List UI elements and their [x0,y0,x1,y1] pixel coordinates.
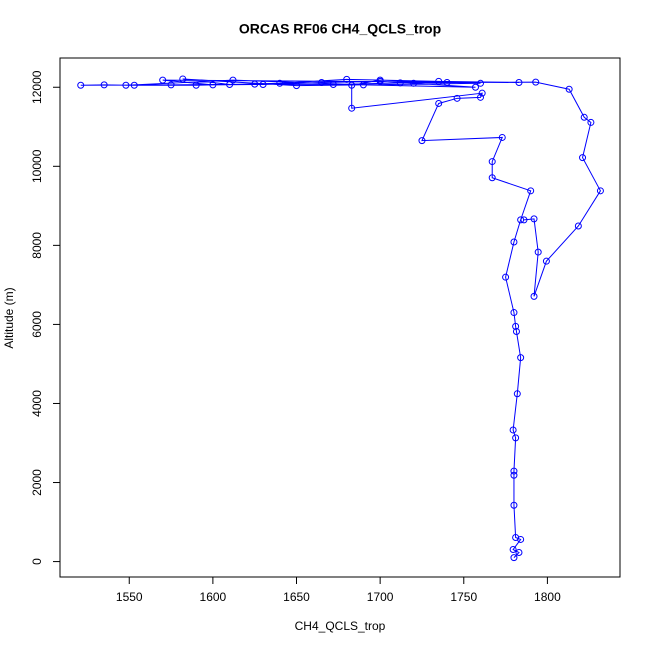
data-point [167,81,175,89]
data-point [510,554,518,562]
data-point [530,215,538,223]
series-line [80,78,602,558]
x-axis-label: CH4_QCLS_trop [295,619,386,633]
data-point [343,75,351,83]
y-tick-label: 10000 [30,149,44,183]
y-tick-label: 2000 [30,469,44,496]
data-point [512,322,520,330]
data-point [359,81,367,89]
data-point [513,390,521,398]
data-point [510,309,518,317]
data-point [512,434,520,442]
data-point [130,81,138,89]
data-point [520,216,528,224]
data-point [443,79,451,87]
data-point [159,76,167,84]
data-point [453,94,461,102]
y-tick-label: 4000 [30,390,44,417]
data-point [329,80,337,88]
data-point [348,81,356,89]
data-point [251,80,259,88]
data-point [318,79,326,87]
data-point [396,79,404,87]
data-point [477,79,485,87]
data-point [122,81,130,89]
data-point [579,154,587,162]
x-tick-label: 1750 [450,590,477,604]
data-point [293,82,301,90]
data-point [259,80,267,88]
data-point [488,174,496,182]
data-point [510,238,518,246]
data-point [542,257,550,265]
data-point [488,158,496,166]
x-tick-label: 1700 [367,590,394,604]
data-point [534,248,542,256]
data-point [100,81,108,89]
data-point [596,187,604,195]
y-tick-label: 12000 [30,70,44,104]
plot-frame [59,57,621,578]
data-point [510,501,518,509]
data-point [509,546,517,554]
data-point [435,99,443,107]
data-point [517,216,525,224]
data-point [565,85,573,93]
data-point [532,78,540,86]
data-point [418,137,426,145]
y-tick-label: 8000 [30,232,44,259]
data-point [410,79,418,87]
data-point [509,426,517,434]
data-point [574,222,582,230]
data-point [515,79,523,87]
data-point [512,328,520,336]
data-point [192,81,200,89]
x-tick-label: 1800 [534,590,561,604]
data-point [587,118,595,126]
data-point [276,79,284,87]
data-point [498,133,506,141]
y-tick-label: 6000 [30,311,44,338]
data-point [226,80,234,88]
data-point [510,471,518,479]
y-tick-label: 0 [30,558,44,565]
y-axis-label: Altitude (m) [2,287,16,348]
data-point [477,93,485,101]
data-point [512,533,520,541]
data-point [435,77,443,85]
x-tick-label: 1650 [283,590,310,604]
data-point [471,83,479,91]
data-point [510,467,518,475]
data-point [179,75,187,83]
data-point [517,354,525,362]
data-point [229,76,237,84]
data-point [527,187,535,195]
data-point [478,89,486,97]
chart-title: ORCAS RF06 CH4_QCLS_trop [239,21,441,37]
data-point [376,77,384,85]
data-point [530,292,538,300]
data-point [580,113,588,121]
data-point [348,104,356,112]
data-point [209,81,217,89]
data-point [515,548,523,556]
data-point [502,273,510,281]
data-point [77,81,85,89]
x-tick-label: 1600 [200,590,227,604]
x-tick-label: 1550 [116,590,143,604]
